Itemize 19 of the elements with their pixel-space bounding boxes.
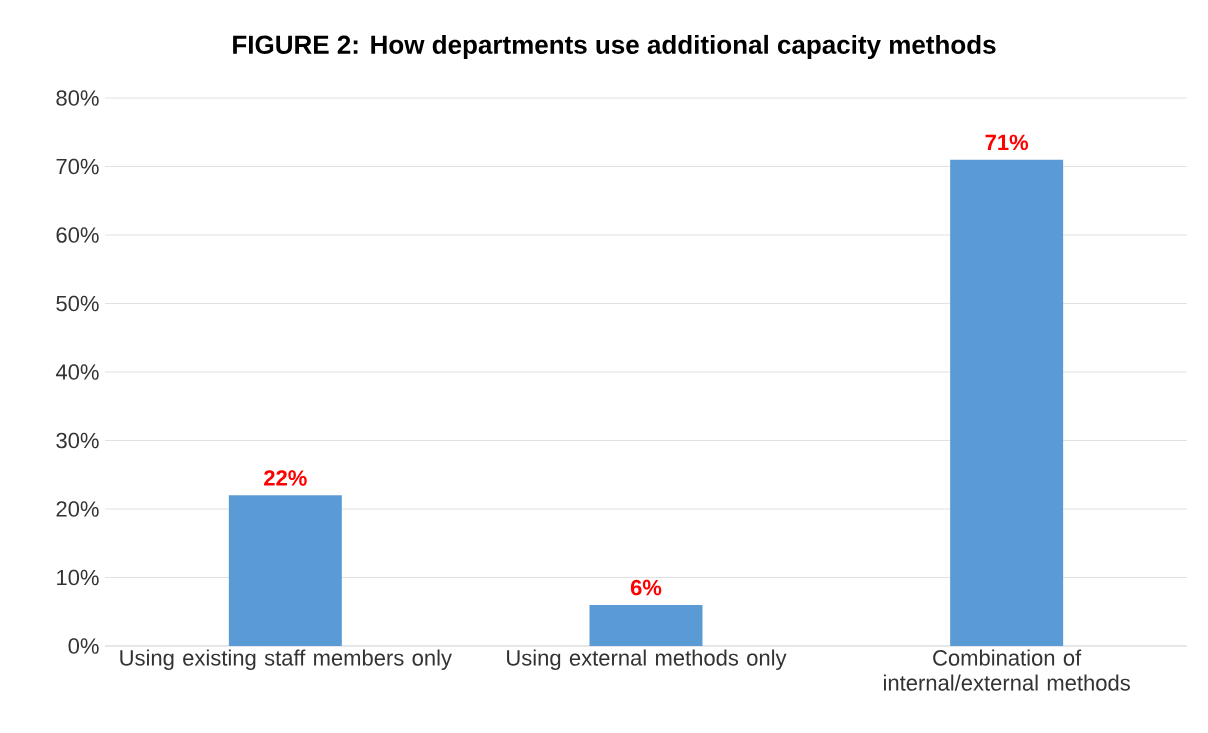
y-tick-label: 60% [56, 227, 99, 243]
data-label: 22% [264, 470, 307, 486]
chart-title: FIGURE 2: How departments use additional capacity methods [233, 34, 996, 60]
y-tick-label: 50% [56, 295, 99, 312]
y-tick-label: 80% [56, 90, 99, 106]
bar [589, 604, 703, 646]
data-label: 71% [985, 134, 1029, 151]
y-tick-label: 0% [68, 638, 99, 654]
y-tick-label: 20% [56, 501, 99, 517]
bar [950, 159, 1064, 646]
bar [228, 495, 342, 646]
data-label: 6% [630, 579, 662, 596]
x-tick-label: Using external methods only [507, 649, 787, 671]
y-tick-label: 30% [56, 432, 99, 449]
y-tick-label: 10% [57, 569, 99, 586]
y-tick-label: 70% [56, 158, 99, 175]
x-tick-label: Using existing staff members only [120, 649, 452, 671]
x-tick-label: Combination of internal/external methods [884, 649, 1130, 691]
y-tick-label: 40% [55, 364, 99, 380]
